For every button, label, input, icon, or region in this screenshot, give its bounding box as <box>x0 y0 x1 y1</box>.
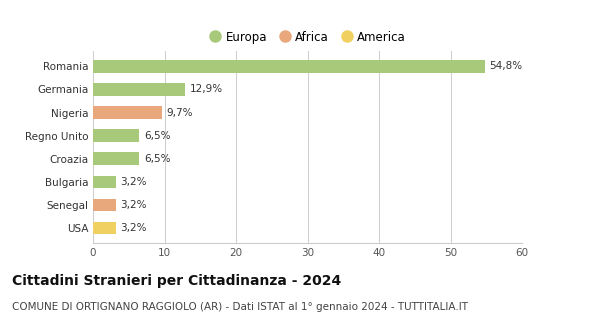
Bar <box>93 152 139 165</box>
Text: 3,2%: 3,2% <box>120 223 146 233</box>
Text: 6,5%: 6,5% <box>144 131 170 141</box>
Legend: Europa, Africa, America: Europa, Africa, America <box>204 26 411 49</box>
Bar <box>93 83 185 96</box>
Text: 54,8%: 54,8% <box>489 61 522 71</box>
Bar <box>93 176 116 188</box>
Text: 3,2%: 3,2% <box>120 200 146 210</box>
Text: Cittadini Stranieri per Cittadinanza - 2024: Cittadini Stranieri per Cittadinanza - 2… <box>12 274 341 288</box>
Text: 12,9%: 12,9% <box>190 84 223 94</box>
Text: 9,7%: 9,7% <box>167 108 193 117</box>
Bar <box>93 106 163 119</box>
Bar <box>93 129 139 142</box>
Text: 6,5%: 6,5% <box>144 154 170 164</box>
Bar <box>93 222 116 235</box>
Text: 3,2%: 3,2% <box>120 177 146 187</box>
Bar <box>93 199 116 211</box>
Bar <box>93 60 485 73</box>
Text: COMUNE DI ORTIGNANO RAGGIOLO (AR) - Dati ISTAT al 1° gennaio 2024 - TUTTITALIA.I: COMUNE DI ORTIGNANO RAGGIOLO (AR) - Dati… <box>12 302 468 312</box>
